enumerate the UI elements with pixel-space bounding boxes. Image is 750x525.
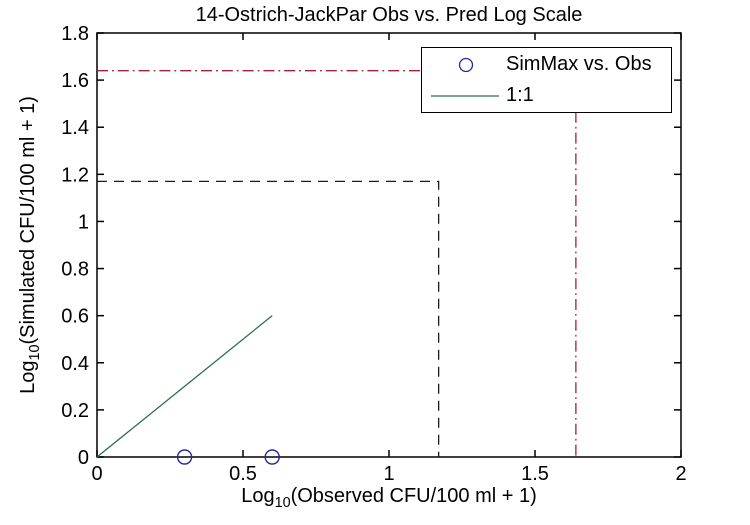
chart-title: 14-Ostrich-JackPar Obs vs. Pred Log Scal… (195, 4, 583, 26)
legend: SimMax vs. Obs 1:1 (421, 47, 672, 113)
y-tick-label: 1.8 (61, 23, 89, 45)
x-tick-label: 0 (91, 463, 102, 485)
y-tick-label: 1.6 (61, 70, 89, 92)
legend-item-simmax: SimMax vs. Obs (422, 49, 671, 80)
scatter-circle-icon (422, 50, 502, 80)
line-sample-icon (422, 81, 502, 111)
series-simulated-max-threshold (97, 180, 440, 457)
x-tick-label: 2 (675, 463, 686, 485)
y-tick-label: 1.2 (61, 164, 89, 186)
data-point-circle (176, 449, 193, 465)
legend-label-one-to-one: 1:1 (506, 84, 534, 106)
y-tick-label: 0.2 (61, 400, 89, 422)
y-axis-label: Log10(Simulated CFU/100 ml + 1) (17, 96, 43, 394)
legend-label-simmax: SimMax vs. Obs (506, 53, 652, 75)
x-axis-label: Log10(Observed CFU/100 ml + 1) (241, 485, 537, 511)
y-tick-label: 0 (78, 447, 89, 469)
y-tick-label: 1 (78, 211, 89, 233)
legend-item-one-to-one: 1:1 (422, 80, 671, 111)
y-tick-label: 0.8 (61, 259, 89, 281)
y-tick-label: 1.4 (61, 117, 89, 139)
x-tick-label: 1 (383, 463, 394, 485)
y-tick-label: 0.6 (61, 306, 89, 328)
y-tick-label: 0.4 (61, 353, 89, 375)
data-point-circle (264, 449, 280, 465)
series-1-1 (96, 315, 273, 458)
x-tick-label: 0.5 (229, 463, 257, 485)
x-tick-label: 1.5 (521, 463, 549, 485)
